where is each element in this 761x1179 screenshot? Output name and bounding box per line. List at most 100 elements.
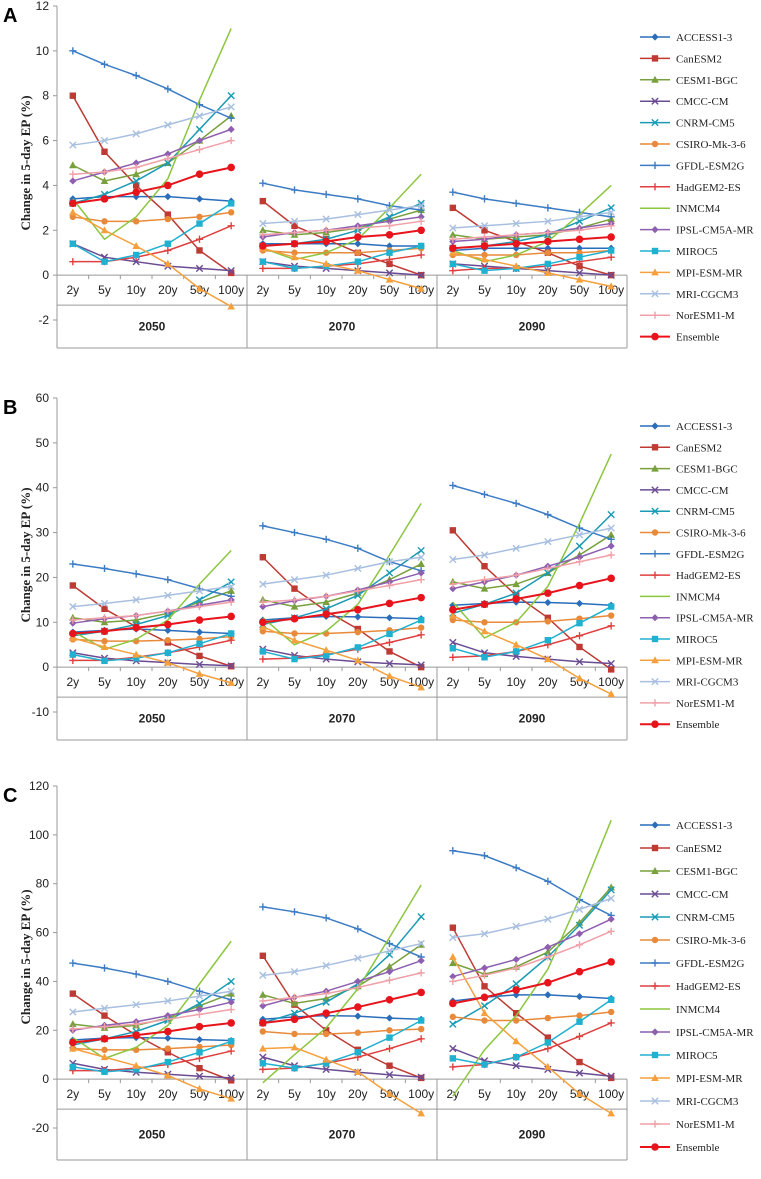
series-hadgem2-es-marker — [417, 631, 425, 639]
series-mpi-esm-mr — [69, 208, 615, 310]
series-miroc5-marker — [607, 247, 615, 254]
series-miroc5-marker — [101, 657, 108, 665]
panel-A: A -2 0 2 4 6 8 10 12 Change in 5-day EP (%) 2y 5y 10… — [3, 0, 754, 349]
series-gfdl-esm2g — [69, 47, 615, 221]
series-canesm2-line — [72, 584, 232, 667]
series-canesm2-marker — [544, 614, 552, 621]
series-canesm2-marker — [196, 247, 203, 254]
return-period-label: 50y — [380, 675, 399, 689]
series-cnrm-cm5-marker — [449, 1020, 457, 1028]
series-hadgem2-es-marker — [69, 258, 77, 266]
series-canesm2-marker — [69, 582, 77, 589]
series-mpi-esm-mr-marker — [417, 1109, 425, 1117]
series-ensemble-marker — [575, 581, 584, 590]
series-cmcc-cm-line — [72, 1062, 232, 1079]
series-canesm2-marker — [607, 1074, 615, 1082]
series-canesm2-marker — [132, 182, 140, 189]
legend-swatch-marker — [651, 118, 659, 127]
legend-entry: CMCC-CM — [640, 485, 729, 497]
series-cesm1-bgc-marker — [290, 602, 299, 610]
series-ipsl-cm5a-mr-marker — [69, 177, 77, 185]
series-mri-cgcm3-marker — [100, 599, 109, 608]
series-hadgem2-es-marker — [385, 1045, 394, 1053]
series-hadgem2-es-marker — [449, 1063, 457, 1071]
series-ensemble-marker — [417, 988, 425, 997]
legend-entry: MIROC5 — [640, 246, 718, 258]
series-cesm1-bgc-marker — [195, 1001, 204, 1009]
series-ensemble-line — [72, 1021, 232, 1044]
series-noresm1-m-marker — [132, 1020, 140, 1028]
legend-swatch-marker — [651, 614, 659, 622]
series-mri-cgcm3-marker — [449, 224, 457, 232]
series-ensemble-marker — [512, 595, 520, 603]
series-hadgem2-es-marker — [449, 653, 457, 661]
series-hadgem2-es-marker — [385, 638, 394, 647]
series-mpi-esm-mr-marker — [607, 690, 615, 698]
series-csiro-mk-3-6-marker — [354, 249, 362, 256]
legend-swatch-marker — [651, 550, 659, 558]
series-noresm1-m-line — [262, 972, 422, 1002]
legend-entry: IPSL-CM5A-MR — [640, 1027, 754, 1039]
series-mpi-esm-mr-marker — [575, 275, 584, 283]
series-inmcm4 — [72, 819, 612, 1097]
series-mpi-esm-mr-marker — [100, 642, 109, 650]
series-gfdl-esm2g-marker — [449, 481, 457, 490]
legend-swatch-marker — [651, 720, 659, 728]
series-noresm1-m-marker — [164, 154, 172, 163]
series-mri-cgcm3-marker — [69, 141, 77, 149]
series-noresm1-m-marker — [290, 993, 299, 1001]
series-noresm1-m-marker — [417, 969, 425, 977]
series-cnrm-cm5-marker — [322, 998, 330, 1006]
series-gfdl-esm2g-marker — [259, 903, 267, 911]
return-period-label: 10y — [316, 1087, 335, 1101]
series-cnrm-cm5-marker — [195, 125, 204, 134]
legend-entry: CNRM-CM5 — [640, 912, 735, 924]
legend-entry: MIROC5 — [640, 1050, 718, 1062]
legend-entry: CNRM-CM5 — [640, 118, 735, 130]
series-gfdl-esm2g-marker — [512, 864, 520, 872]
series-gfdl-esm2g-marker — [417, 206, 425, 214]
series-noresm1-m-marker — [575, 226, 584, 234]
series-mpi-esm-mr-marker — [575, 1089, 584, 1097]
series-hadgem2-es-marker — [259, 264, 267, 273]
return-period-label: 100y — [598, 675, 624, 689]
legend-entry: CSIRO-Mk-3-6 — [640, 528, 746, 540]
series-ensemble-line — [262, 229, 422, 247]
series-mri-cgcm3-marker — [164, 591, 172, 600]
series-ensemble — [69, 163, 615, 253]
legend-entry: CESM1-BGC — [640, 464, 738, 476]
series-cnrm-cm5-marker — [417, 912, 425, 921]
series-canesm2 — [69, 92, 615, 279]
series-canesm2-marker — [417, 663, 425, 671]
series-noresm1-m-marker — [195, 145, 204, 154]
series-cmcc-cm-marker — [132, 257, 140, 266]
legend-swatch-marker — [651, 247, 659, 255]
legend-swatch-marker — [651, 268, 659, 276]
legend-swatch-marker — [651, 699, 659, 707]
series-noresm1-m-marker — [69, 616, 77, 624]
series-miroc5-marker — [164, 240, 172, 247]
series-gfdl-esm2g-marker — [607, 213, 615, 221]
year-label: 2050 — [139, 712, 166, 726]
series-ensemble-marker — [100, 1035, 109, 1043]
series-mri-cgcm3-marker — [385, 206, 394, 214]
series-miroc5-marker — [354, 1049, 362, 1056]
series-access1-3-marker — [354, 613, 362, 621]
series-ipsl-cm5a-mr-marker — [259, 602, 267, 611]
series-cnrm-cm5-marker — [322, 605, 330, 613]
series-mpi-esm-mr-marker — [449, 611, 457, 619]
legend-entry: CNRM-CM5 — [640, 506, 735, 518]
legend-entry: IPSL-CM5A-MR — [640, 225, 754, 237]
legend-entry: CMCC-CM — [640, 889, 729, 901]
series-mri-cgcm3-marker — [132, 1000, 140, 1009]
legend-label: MPI-ESM-MR — [676, 267, 743, 279]
series-miroc5-marker — [259, 648, 267, 655]
legend-label: CSIRO-Mk-3-6 — [676, 139, 746, 151]
series-csiro-mk-3-6-marker — [354, 1029, 362, 1036]
series-gfdl-esm2g-marker — [544, 877, 552, 885]
legend-entry: HadGEM2-ES — [640, 182, 741, 194]
series-mri-cgcm3-marker — [575, 905, 584, 914]
series-cmcc-cm-marker — [227, 266, 235, 275]
series-mpi-esm-mr-marker — [322, 259, 330, 267]
series-cnrm-cm5-marker — [512, 589, 520, 597]
